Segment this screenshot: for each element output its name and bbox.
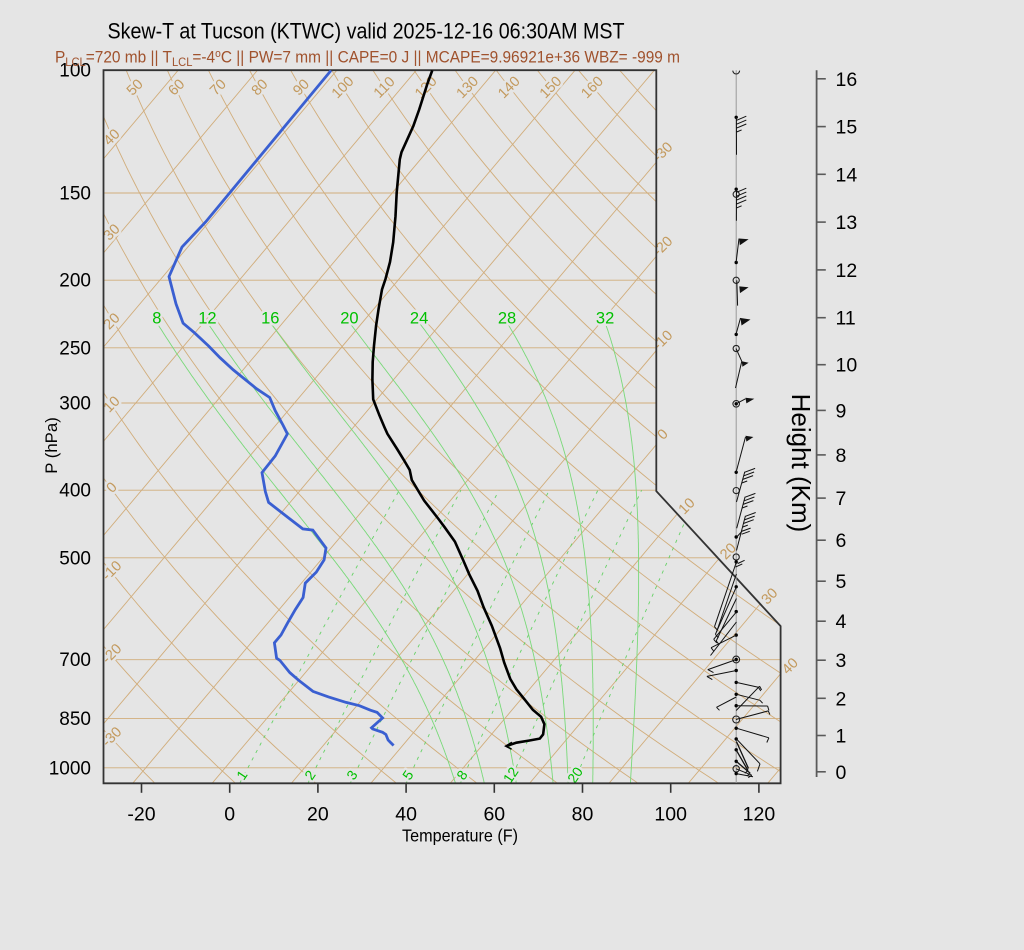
svg-text:0: 0 [224,804,235,826]
svg-text:100: 100 [59,61,91,82]
svg-text:P (hPa): P (hPa) [42,417,61,474]
svg-text:400: 400 [59,481,91,502]
svg-text:500: 500 [59,548,91,569]
svg-text:Temperature (F): Temperature (F) [402,826,518,846]
svg-text:9: 9 [836,400,847,422]
svg-text:11: 11 [836,308,856,330]
svg-text:24: 24 [410,310,428,328]
svg-text:100: 100 [654,804,687,826]
svg-text:15: 15 [836,117,858,139]
svg-text:7: 7 [836,488,847,510]
svg-text:Skew-T at Tucson (KTWC) valid: Skew-T at Tucson (KTWC) valid 2025-12-16… [108,19,625,44]
svg-text:8: 8 [152,310,161,328]
svg-text:6: 6 [836,530,847,552]
svg-text:12: 12 [836,260,858,282]
svg-text:32: 32 [596,310,614,328]
svg-text:1: 1 [836,726,847,748]
svg-text:10: 10 [836,355,858,377]
svg-text:16: 16 [261,310,279,328]
svg-text:20: 20 [307,804,329,826]
svg-text:28: 28 [498,310,516,328]
svg-text:300: 300 [59,394,91,415]
svg-text:120: 120 [743,804,776,826]
svg-text:2: 2 [836,688,847,710]
svg-text:80: 80 [572,804,594,826]
svg-text:Height (Km): Height (Km) [786,394,816,533]
svg-text:8: 8 [836,445,847,467]
svg-text:14: 14 [836,164,858,186]
svg-text:0: 0 [836,762,847,784]
svg-text:4: 4 [836,611,847,633]
svg-text:16: 16 [836,69,858,91]
svg-text:60: 60 [483,804,505,826]
svg-text:PLCL=720 mb || TLCL=-4oC || PW: PLCL=720 mb || TLCL=-4oC || PW=7 mm || C… [55,48,680,70]
svg-text:12: 12 [198,310,216,328]
svg-text:13: 13 [836,212,858,234]
svg-text:200: 200 [59,271,91,292]
svg-text:5: 5 [836,571,847,593]
svg-text:40: 40 [395,804,417,826]
svg-text:150: 150 [59,184,91,205]
svg-text:250: 250 [59,338,91,359]
svg-text:1000: 1000 [49,758,91,779]
svg-text:20: 20 [340,310,358,328]
svg-text:850: 850 [59,709,91,730]
svg-text:3: 3 [836,650,847,672]
svg-text:-20: -20 [127,804,155,826]
svg-text:700: 700 [59,650,91,671]
